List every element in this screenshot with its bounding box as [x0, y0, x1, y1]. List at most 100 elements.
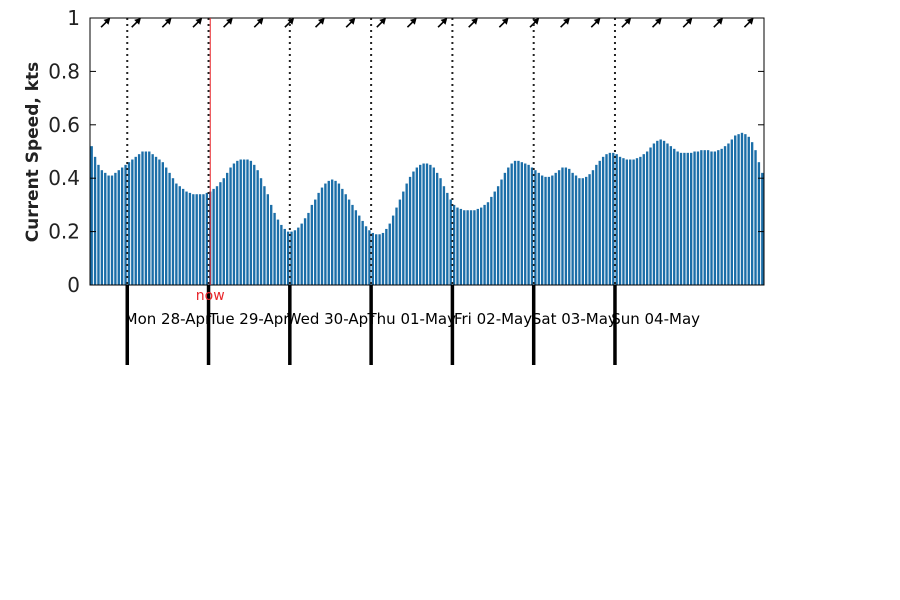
- bar: [107, 175, 110, 285]
- bar: [192, 194, 195, 285]
- direction-arrow: [651, 18, 662, 28]
- bar: [530, 167, 534, 285]
- y-tick-label: 0.6: [48, 113, 80, 137]
- bar: [490, 196, 493, 285]
- bar: [588, 174, 591, 285]
- day-label: Sat 03-May: [532, 310, 617, 328]
- bar: [686, 152, 689, 285]
- bar: [280, 224, 283, 285]
- y-tick-label: 1: [67, 6, 80, 30]
- bar: [144, 151, 148, 285]
- bar: [540, 175, 544, 285]
- bar: [452, 204, 456, 285]
- bar: [168, 172, 171, 285]
- day-label: Sun 04-May: [611, 310, 700, 328]
- bar: [219, 182, 222, 285]
- bar: [754, 150, 757, 285]
- bar: [578, 178, 581, 285]
- bar: [402, 191, 405, 285]
- bar: [629, 159, 632, 285]
- bar: [205, 192, 209, 285]
- bar: [574, 175, 578, 285]
- day-separators-group: [125, 18, 617, 365]
- bar: [456, 207, 459, 285]
- bar: [571, 172, 574, 285]
- bar: [510, 163, 513, 285]
- bar: [253, 164, 256, 285]
- bar: [544, 176, 547, 285]
- day-label: Wed 30-Apr: [287, 310, 375, 328]
- direction-arrow: [223, 18, 233, 28]
- day-label: Mon 28-Apr: [125, 310, 212, 328]
- direction-arrow: [713, 18, 723, 28]
- bar: [314, 199, 317, 285]
- bar: [507, 167, 510, 285]
- bar: [242, 159, 246, 285]
- bar: [662, 140, 666, 285]
- bar: [303, 218, 307, 285]
- bar: [493, 191, 496, 285]
- bar: [110, 175, 114, 285]
- y-axis-label: Current Speed, kts: [23, 62, 43, 243]
- bar: [449, 199, 452, 285]
- bar: [378, 234, 381, 285]
- bar: [469, 210, 473, 285]
- bar: [612, 152, 615, 285]
- bar: [632, 159, 635, 285]
- bar: [344, 194, 347, 285]
- bar: [473, 210, 476, 285]
- bar: [151, 154, 154, 285]
- bar: [212, 188, 215, 285]
- bar: [137, 154, 141, 285]
- bar: [104, 172, 107, 285]
- bar: [761, 172, 764, 285]
- bar: [561, 167, 564, 285]
- bar: [259, 178, 263, 285]
- bar: [757, 162, 761, 285]
- direction-arrow: [468, 18, 478, 28]
- bar: [300, 223, 303, 285]
- bar: [500, 179, 503, 285]
- bar: [676, 151, 679, 285]
- bar: [557, 170, 561, 285]
- bar: [537, 172, 540, 285]
- bar: [225, 172, 229, 285]
- bar: [598, 160, 601, 285]
- bar: [236, 160, 239, 285]
- bar: [750, 142, 754, 285]
- bar: [595, 164, 598, 285]
- bar: [723, 146, 727, 285]
- bar: [459, 208, 463, 285]
- bar: [171, 178, 175, 285]
- bar: [690, 152, 693, 285]
- bar: [127, 162, 131, 285]
- bar: [270, 204, 273, 285]
- direction-arrow: [437, 18, 448, 28]
- bar: [131, 159, 134, 285]
- y-tick-label: 0.2: [48, 220, 80, 244]
- bar: [446, 192, 449, 285]
- bar: [405, 183, 408, 285]
- bar: [273, 212, 276, 285]
- bar: [679, 152, 683, 285]
- bar: [158, 159, 161, 285]
- bar: [161, 162, 164, 285]
- bar: [652, 143, 656, 285]
- bar: [388, 223, 391, 285]
- bar: [727, 143, 730, 285]
- bar: [696, 151, 700, 285]
- bar: [100, 170, 104, 285]
- bar: [463, 210, 466, 285]
- bar: [93, 156, 97, 285]
- bar: [222, 178, 225, 285]
- bar: [202, 194, 205, 285]
- direction-arrow: [621, 18, 632, 28]
- bar: [341, 188, 344, 285]
- bar: [256, 170, 259, 285]
- bar: [524, 163, 527, 285]
- bar: [310, 204, 314, 285]
- y-tick-label: 0.8: [48, 59, 80, 83]
- bar: [229, 167, 232, 285]
- bar: [124, 164, 127, 285]
